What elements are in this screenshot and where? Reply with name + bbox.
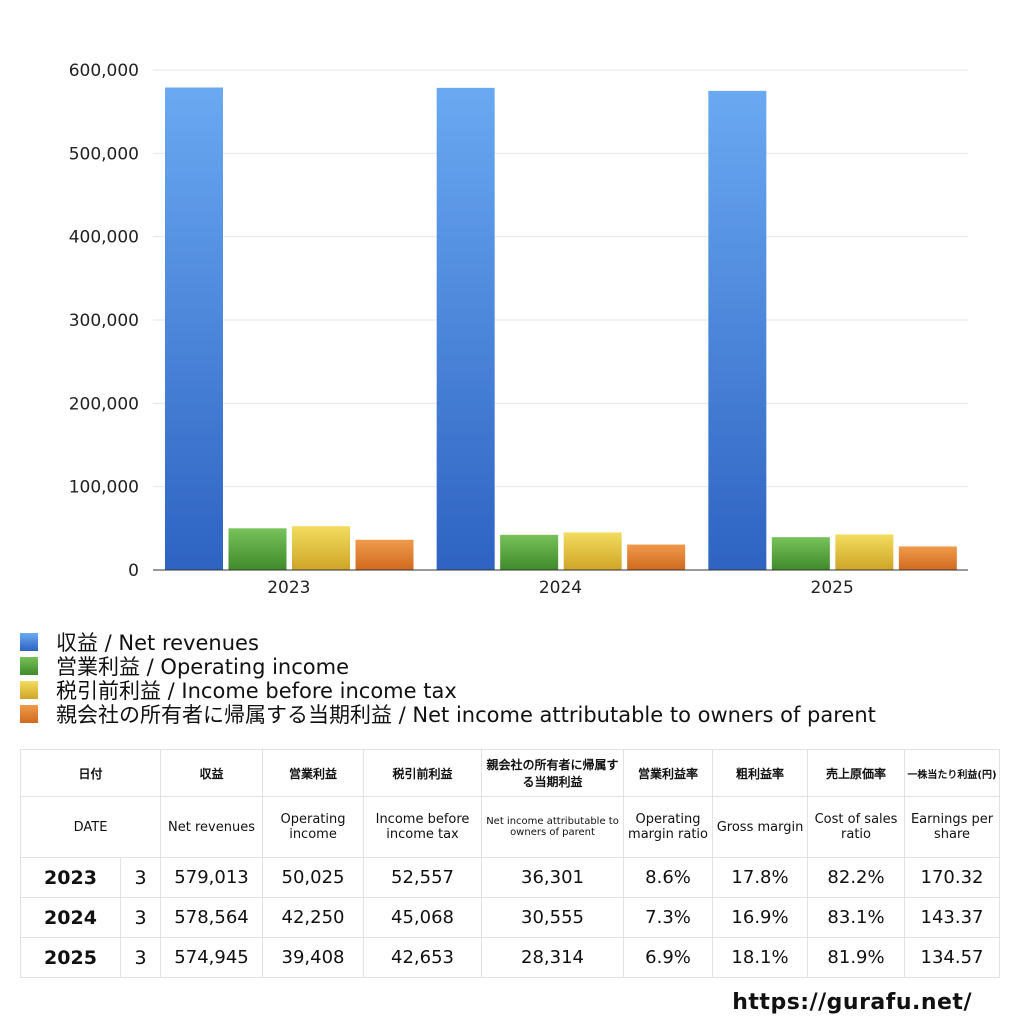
header-cell: 粗利益率 [712, 749, 809, 797]
header-cell: Operating margin ratio [623, 796, 714, 858]
bar [898, 546, 957, 570]
table-row: 2023 3 579,013 50,025 52,557 36,301 8.6%… [20, 857, 1001, 898]
bar [228, 528, 287, 570]
header-cell: 税引前利益 [363, 749, 483, 797]
year-cell: 2025 [20, 937, 121, 978]
y-tick-label: 600,000 [69, 61, 139, 81]
header-cell: Earnings per share [904, 796, 1001, 858]
legend-swatch [20, 633, 38, 651]
legend-swatch [20, 657, 38, 675]
legend-swatch [20, 681, 38, 699]
legend-item: 親会社の所有者に帰属する当期利益 / Net income attributab… [20, 702, 876, 727]
table-cell: 81.9% [807, 937, 906, 978]
site-url[interactable]: https://gurafu.net/ [732, 990, 972, 1015]
table-cell: 42,653 [363, 937, 483, 978]
legend-item: 収益 / Net revenues [20, 630, 876, 655]
table-cell: 8.6% [623, 857, 714, 898]
legend-item: 営業利益 / Operating income [20, 654, 876, 679]
table-cell: 30,555 [481, 897, 625, 938]
header-cell: 一株当たり利益(円) [904, 749, 1001, 797]
legend-label: 親会社の所有者に帰属する当期利益 / Net income attributab… [56, 703, 876, 727]
legend-label: 営業利益 / Operating income [56, 655, 350, 679]
x-tick-label: 2025 [811, 578, 854, 598]
bar [771, 537, 830, 570]
month-cell: 3 [119, 937, 162, 978]
chart-legend: 収益 / Net revenues 営業利益 / Operating incom… [20, 630, 876, 727]
financial-table: 日付 収益 営業利益 税引前利益 親会社の所有者に帰属する当期利益 営業利益率 … [19, 749, 1001, 978]
table-row: 2024 3 578,564 42,250 45,068 30,555 7.3%… [20, 897, 1001, 938]
month-cell: 3 [119, 897, 162, 938]
y-tick-label: 200,000 [69, 394, 139, 414]
table-cell: 143.37 [904, 897, 1001, 938]
table-cell: 42,250 [262, 897, 365, 938]
header-cell: DATE [19, 796, 162, 858]
header-cell: Cost of sales ratio [807, 796, 906, 858]
bar [165, 87, 223, 570]
bar [500, 534, 559, 570]
header-cell: Operating income [262, 796, 365, 858]
x-axis-ticks: 2023 2024 2025 [267, 578, 854, 598]
table-cell: 574,945 [160, 937, 264, 978]
header-cell: 売上原価率 [807, 749, 906, 797]
legend-swatch [20, 705, 38, 723]
bar [355, 539, 414, 570]
y-tick-label: 300,000 [69, 311, 139, 331]
table-header-en: DATE Net revenues Operating income Incom… [19, 796, 1001, 858]
y-axis-ticks: 0 100,000 200,000 300,000 400,000 500,000 600,… [69, 61, 139, 581]
month-cell: 3 [119, 857, 162, 898]
table-cell: 36,301 [481, 857, 625, 898]
table-cell: 579,013 [160, 857, 264, 898]
header-cell: 営業利益 [262, 749, 365, 797]
table-cell: 17.8% [712, 857, 809, 898]
table-cell: 134.57 [904, 937, 1001, 978]
legend-label: 収益 / Net revenues [56, 631, 259, 655]
bar [627, 544, 686, 570]
table-cell: 16.9% [712, 897, 809, 938]
y-tick-label: 100,000 [69, 478, 139, 498]
bar [708, 90, 767, 571]
year-cell: 2023 [20, 857, 121, 898]
table-cell: 18.1% [712, 937, 809, 978]
table-header-ja: 日付 収益 営業利益 税引前利益 親会社の所有者に帰属する当期利益 営業利益率 … [19, 749, 1001, 797]
table-cell: 82.2% [807, 857, 906, 898]
table-cell: 28,314 [481, 937, 625, 978]
table-row: 2025 3 574,945 39,408 42,653 28,314 6.9%… [20, 937, 1001, 978]
legend-label: 税引前利益 / Income before income tax [56, 679, 457, 703]
bar [563, 532, 622, 570]
header-cell: Net revenues [160, 796, 264, 858]
year-cell: 2024 [20, 897, 121, 938]
y-tick-label: 400,000 [69, 228, 139, 248]
table-cell: 50,025 [262, 857, 365, 898]
y-tick-label: 0 [128, 561, 139, 581]
header-cell: 営業利益率 [623, 749, 714, 797]
bar-chart: 0 100,000 200,000 300,000 400,000 500,000 600,… [69, 61, 968, 598]
bar [436, 87, 495, 570]
table-cell: 170.32 [904, 857, 1001, 898]
bar [835, 534, 894, 570]
x-tick-label: 2024 [539, 578, 582, 598]
header-cell: Income before income tax [363, 796, 483, 858]
table-cell: 578,564 [160, 897, 264, 938]
gridlines [153, 69, 968, 488]
table-cell: 39,408 [262, 937, 365, 978]
table-cell: 83.1% [807, 897, 906, 938]
y-tick-label: 500,000 [69, 144, 139, 164]
table-cell: 7.3% [623, 897, 714, 938]
bar [292, 526, 350, 570]
bars [165, 87, 957, 571]
legend-item: 税引前利益 / Income before income tax [20, 678, 876, 703]
header-cell: 親会社の所有者に帰属する当期利益 [481, 749, 625, 797]
header-cell: Net income attributable to owners of par… [481, 796, 625, 858]
x-tick-label: 2023 [267, 578, 310, 598]
header-cell: Gross margin [712, 796, 809, 858]
table-cell: 45,068 [363, 897, 483, 938]
table-cell: 6.9% [623, 937, 714, 978]
header-cell: 日付 [19, 749, 162, 797]
header-cell: 収益 [160, 749, 264, 797]
table-cell: 52,557 [363, 857, 483, 898]
